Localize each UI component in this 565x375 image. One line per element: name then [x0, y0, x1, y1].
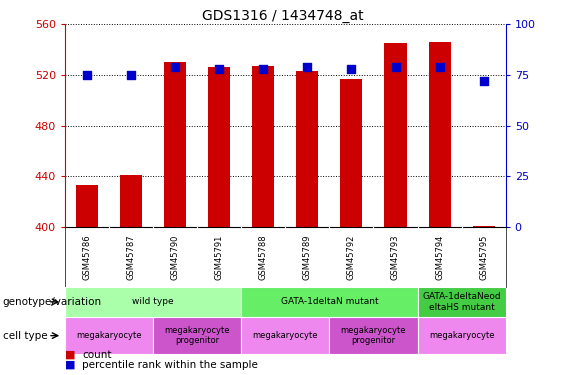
FancyBboxPatch shape: [418, 287, 506, 317]
Text: ■: ■: [65, 350, 76, 360]
Bar: [164, 62, 186, 227]
Bar: [252, 66, 275, 227]
Text: GSM45795: GSM45795: [479, 234, 488, 280]
FancyBboxPatch shape: [329, 317, 418, 354]
Bar: [296, 71, 318, 227]
Text: GSM45790: GSM45790: [171, 234, 180, 280]
Text: GSM45794: GSM45794: [435, 234, 444, 280]
Bar: [472, 226, 494, 227]
Text: count: count: [82, 350, 111, 360]
Text: GSM45788: GSM45788: [259, 234, 268, 280]
Bar: [120, 175, 142, 227]
Text: megakaryocyte
progenitor: megakaryocyte progenitor: [164, 326, 230, 345]
Point: [479, 78, 488, 84]
Point: [171, 64, 180, 70]
Text: megakaryocyte: megakaryocyte: [76, 331, 142, 340]
Point: [303, 64, 312, 70]
Point: [347, 66, 356, 72]
Point: [127, 72, 136, 78]
Point: [259, 66, 268, 72]
Bar: [384, 44, 406, 227]
Point: [435, 64, 444, 70]
Point: [391, 64, 400, 70]
FancyBboxPatch shape: [153, 317, 241, 354]
Text: ■: ■: [65, 360, 76, 369]
Text: GSM45787: GSM45787: [127, 234, 136, 280]
FancyBboxPatch shape: [241, 287, 418, 317]
Text: GSM45789: GSM45789: [303, 234, 312, 280]
Text: GSM45791: GSM45791: [215, 234, 224, 280]
FancyBboxPatch shape: [241, 317, 329, 354]
Bar: [208, 68, 231, 227]
FancyBboxPatch shape: [65, 287, 241, 317]
Text: GATA-1deltaNeod
eltaHS mutant: GATA-1deltaNeod eltaHS mutant: [422, 292, 501, 312]
Bar: [76, 185, 98, 227]
Text: percentile rank within the sample: percentile rank within the sample: [82, 360, 258, 369]
Text: GDS1316 / 1434748_at: GDS1316 / 1434748_at: [202, 9, 363, 23]
Text: GSM45792: GSM45792: [347, 234, 356, 280]
Text: genotype/variation: genotype/variation: [3, 297, 102, 307]
Point: [215, 66, 224, 72]
Text: megakaryocyte: megakaryocyte: [253, 331, 318, 340]
FancyBboxPatch shape: [418, 317, 506, 354]
Point: [82, 72, 92, 78]
Text: GSM45793: GSM45793: [391, 234, 400, 280]
Text: megakaryocyte: megakaryocyte: [429, 331, 494, 340]
Text: cell type: cell type: [3, 331, 47, 340]
Text: megakaryocyte
progenitor: megakaryocyte progenitor: [341, 326, 406, 345]
Text: wild type: wild type: [132, 297, 174, 306]
FancyBboxPatch shape: [65, 317, 153, 354]
Text: GSM45786: GSM45786: [82, 234, 92, 280]
Bar: [428, 42, 451, 227]
Bar: [340, 79, 363, 227]
Text: GATA-1deltaN mutant: GATA-1deltaN mutant: [281, 297, 378, 306]
